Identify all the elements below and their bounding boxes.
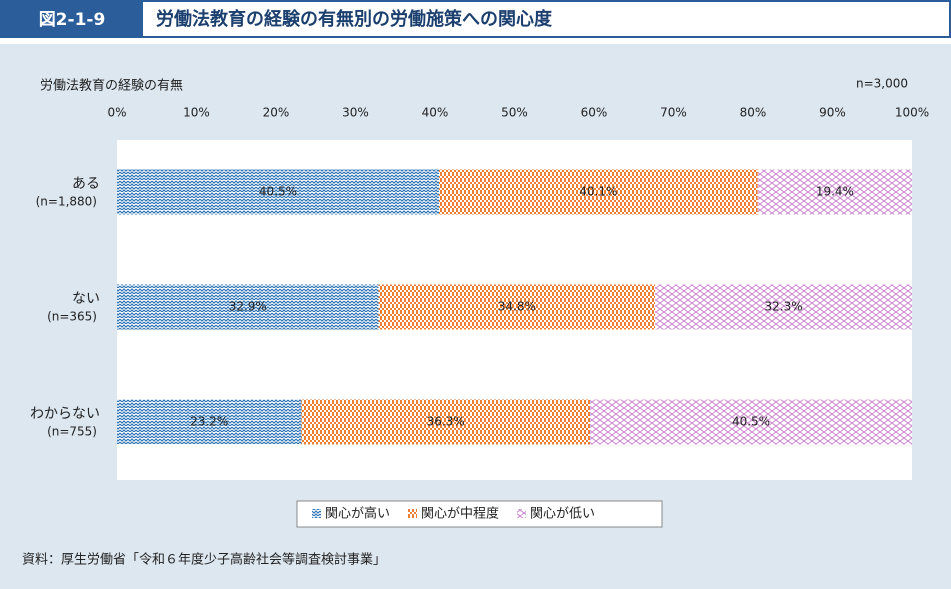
- bar-segment: [301, 399, 591, 445]
- value-label: 40.1%: [579, 185, 617, 199]
- bar-segment: [757, 169, 912, 215]
- value-label: 40.5%: [732, 415, 770, 429]
- legend-swatch: [408, 509, 418, 518]
- legend-box: [296, 500, 663, 528]
- legend-label: 関心が高い: [325, 506, 390, 522]
- bar-segment: [117, 284, 379, 330]
- x-tick-label: 60%: [581, 106, 608, 120]
- bar-segment: [117, 399, 302, 445]
- x-tick-label: 90%: [819, 106, 846, 120]
- value-label: 34.8%: [498, 300, 536, 314]
- category-label: ない: [72, 291, 100, 307]
- bar-segment: [590, 399, 912, 445]
- x-tick-label: 10%: [183, 106, 210, 120]
- x-tick-label: 70%: [660, 106, 687, 120]
- bar-segment: [117, 169, 439, 215]
- value-label: 36.3%: [427, 415, 465, 429]
- bar-segment: [378, 284, 656, 330]
- legend-label: 関心が中程度: [421, 506, 499, 522]
- category-note: (n=1,880): [36, 195, 97, 209]
- category-label: ある: [72, 176, 100, 192]
- value-label: 19.4%: [816, 185, 854, 199]
- figure-title: 労働法教育の経験の有無別の労働施策への関心度: [156, 8, 553, 30]
- bar-segment: [438, 169, 758, 215]
- axis-title: 労働法教育の経験の有無: [40, 78, 183, 94]
- x-tick-label: 0%: [107, 106, 126, 120]
- x-tick-label: 50%: [501, 106, 528, 120]
- value-label: 32.9%: [229, 300, 267, 314]
- value-label: 32.3%: [765, 300, 803, 314]
- x-tick-label: 20%: [263, 106, 290, 120]
- value-label: 23.2%: [190, 415, 228, 429]
- header-badge: [1, 1, 143, 37]
- category-label: わからない: [30, 406, 100, 422]
- legend-label: 関心が低い: [530, 507, 595, 522]
- x-tick-label: 80%: [740, 106, 767, 120]
- bar-segment: [655, 284, 912, 330]
- sample-note: n=3,000: [856, 77, 908, 91]
- x-tick-label: 100%: [895, 106, 929, 120]
- value-label: 40.5%: [259, 185, 297, 199]
- category-note: (n=755): [47, 425, 97, 439]
- x-tick-label: 40%: [422, 106, 449, 120]
- source: 資料：厚生労働省「令和６年度少子高齢社会等調査検討事業」: [22, 552, 386, 568]
- legend-swatch: [517, 509, 527, 518]
- category-note: (n=365): [47, 310, 97, 324]
- header-frame: [0, 0, 951, 38]
- figure-number: 図2-1-9: [39, 10, 106, 30]
- legend-swatch: [312, 509, 321, 518]
- x-tick-label: 30%: [342, 106, 369, 120]
